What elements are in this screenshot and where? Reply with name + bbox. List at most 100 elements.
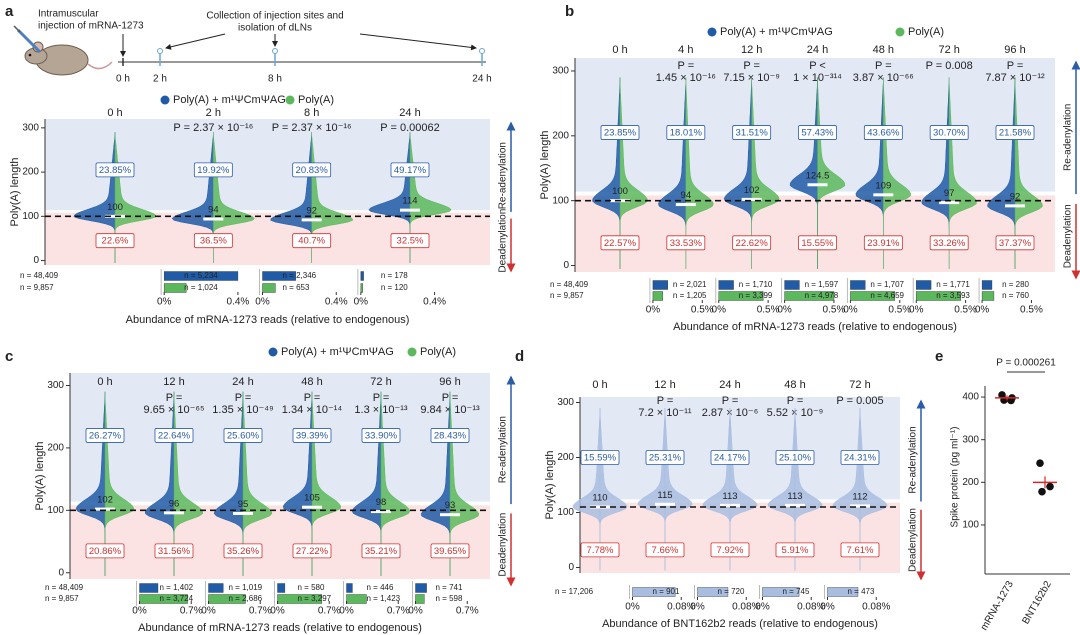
abundance-bar (262, 283, 276, 293)
panel-label: d (515, 348, 524, 365)
up-pct-box (223, 428, 263, 443)
side-label-up: Re-adenylation (1063, 104, 1074, 171)
abundance-tick-label: 0.5% (888, 305, 911, 316)
median-bar (807, 183, 828, 187)
abundance-bar (981, 291, 995, 301)
abundance-tick-label: 0% (354, 297, 369, 308)
median-label: 100 (107, 202, 123, 213)
abundance-tick-label: 0% (132, 606, 147, 617)
down-pct-box (154, 543, 194, 559)
up-pct: 24.17% (714, 453, 747, 464)
abundance-bar (415, 583, 427, 593)
abundance-bar (208, 583, 224, 593)
median-bar (1005, 204, 1025, 208)
side-label-down: Deadenylation (908, 508, 919, 572)
data-point (1046, 482, 1054, 491)
annotation: isolation of dLNs (238, 23, 312, 34)
timeline-label: 0 h (116, 74, 130, 85)
up-pct: 22.64% (158, 430, 191, 441)
up-pct-box (580, 450, 620, 465)
abundance-tick-label: 0.4% (325, 297, 348, 308)
n-label: n = 5,234 (184, 271, 218, 280)
abundance-tick-label: 0.5% (954, 305, 977, 316)
median-label: 109 (875, 180, 891, 191)
y-axis-label: Poly(A) length (544, 450, 556, 519)
side-label-down: Deadenylation (498, 513, 509, 577)
y-tick-label: 100 (22, 211, 39, 222)
timeline-dot (157, 48, 163, 54)
legend-label: Poly(A) + m¹ΨCmΨAG (173, 94, 286, 106)
p-value: P = 0.00062 (380, 122, 439, 134)
up-pct-box (775, 450, 815, 465)
abundance-bar (652, 291, 663, 301)
median-bar (302, 505, 322, 509)
abundance-bar (632, 587, 676, 597)
p-value: P = (1007, 60, 1024, 72)
n-label: n = 653 (283, 283, 310, 292)
abundance-bar (277, 583, 286, 593)
abundance-bar (981, 280, 993, 290)
abundance-bar (208, 594, 246, 604)
down-pct: 31.56% (158, 546, 191, 557)
median-bar (655, 502, 675, 506)
annotation: Collection of injection sites and (206, 11, 343, 22)
up-pct: 25.31% (649, 453, 682, 464)
abundance-tick-label: 0.5% (823, 305, 846, 316)
median-label: 113 (787, 491, 802, 502)
down-pct: 36.5% (200, 236, 227, 247)
up-pct-box (929, 125, 969, 140)
n-label: n = 17,206 (555, 587, 594, 596)
n-label: n = 9,857 (45, 594, 79, 603)
up-pct: 49.17% (394, 165, 427, 176)
category-label: 4 h (678, 44, 693, 56)
down-pct: 27.22% (296, 546, 329, 557)
n-label: n = 2,686 (229, 594, 263, 603)
n-label: n = 120 (381, 283, 408, 292)
down-pct-box (580, 542, 620, 558)
abundance-tick-label: 0% (690, 602, 705, 613)
abundance-bar (718, 291, 764, 301)
down-pct-box (775, 542, 815, 558)
legend-swatch (285, 95, 295, 105)
down-pct: 22.57% (604, 238, 637, 249)
abundance-bar (718, 280, 734, 290)
n-label: n = 4,659 (870, 291, 904, 300)
abundance-bar (916, 291, 961, 301)
y-axis-label: Spike protein (pg ml⁻¹) (950, 427, 961, 528)
side-label-up: Re-adenylation (498, 142, 509, 209)
abundance-tick-label: 0% (201, 606, 216, 617)
p-value: P = 0.005 (836, 395, 883, 407)
up-pct-box (361, 428, 401, 443)
abundance-tick-label: 0.4% (423, 297, 446, 308)
abundance-tick-label: 0% (755, 602, 770, 613)
n-label: n = 446 (367, 583, 394, 592)
median-label: 102 (744, 185, 760, 196)
median-label: 115 (657, 490, 672, 501)
down-pct-box (361, 543, 401, 559)
abundance-bar (697, 587, 729, 597)
timeline-dot (272, 48, 278, 54)
down-pct: 22.6% (102, 236, 129, 247)
n-label: n = 1,402 (160, 583, 194, 592)
abundance-tick-label: 0.08% (797, 602, 825, 613)
p-value: P = 0.000261 (996, 358, 1056, 369)
abundance-tick-label: 0% (777, 305, 792, 316)
median-label: 92 (306, 205, 317, 216)
n-label: n = 3,297 (298, 594, 332, 603)
up-pct: 25.10% (779, 453, 812, 464)
n-label: n = 1,597 (805, 280, 839, 289)
y-tick-label: 300 (962, 434, 979, 445)
timeline-dot (479, 48, 485, 54)
down-pct-box (390, 233, 430, 249)
down-pct-box (995, 235, 1035, 251)
median-bar (440, 513, 460, 517)
n-label: n = 760 (1002, 291, 1029, 300)
category-label: 0 h (612, 44, 627, 56)
n-label: n = 48,409 (550, 280, 589, 289)
p-value: P = (722, 395, 739, 407)
down-pct: 7.61% (847, 545, 874, 556)
down-pct: 40.7% (298, 236, 325, 247)
category-label: 8 h (304, 107, 319, 119)
up-pct: 23.85% (604, 128, 637, 139)
abundance-tick-label: 0.4% (227, 297, 250, 308)
